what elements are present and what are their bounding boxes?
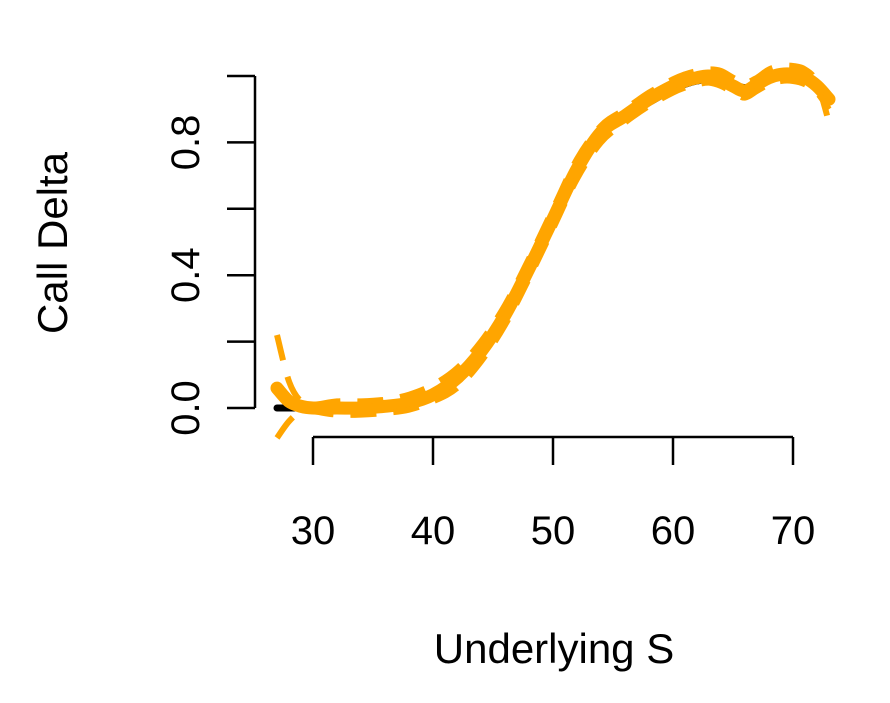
x-ticks: 30 40 50 60 70	[291, 437, 816, 553]
upper-band-line	[274, 62, 832, 408]
fitted-delta-line	[270, 67, 836, 415]
y-axis-title: Call Delta	[29, 151, 76, 334]
x-tick-label: 30	[291, 509, 336, 553]
lower-band-line	[274, 77, 832, 440]
x-tick-label: 70	[771, 509, 816, 553]
series-layer	[270, 62, 836, 440]
y-tick-label: 0.4	[164, 247, 208, 303]
x-tick-label: 50	[531, 509, 576, 553]
y-tick-label: 0.8	[164, 115, 208, 171]
axes-layer: 0.0 0.4 0.8 30 40 50 60 70	[164, 74, 816, 553]
x-tick-label: 40	[411, 509, 456, 553]
y-ticks: 0.0 0.4 0.8	[164, 74, 255, 436]
y-tick-label: 0.0	[164, 380, 208, 436]
x-tick-label: 60	[651, 509, 696, 553]
x-axis-title: Underlying S	[434, 625, 674, 672]
